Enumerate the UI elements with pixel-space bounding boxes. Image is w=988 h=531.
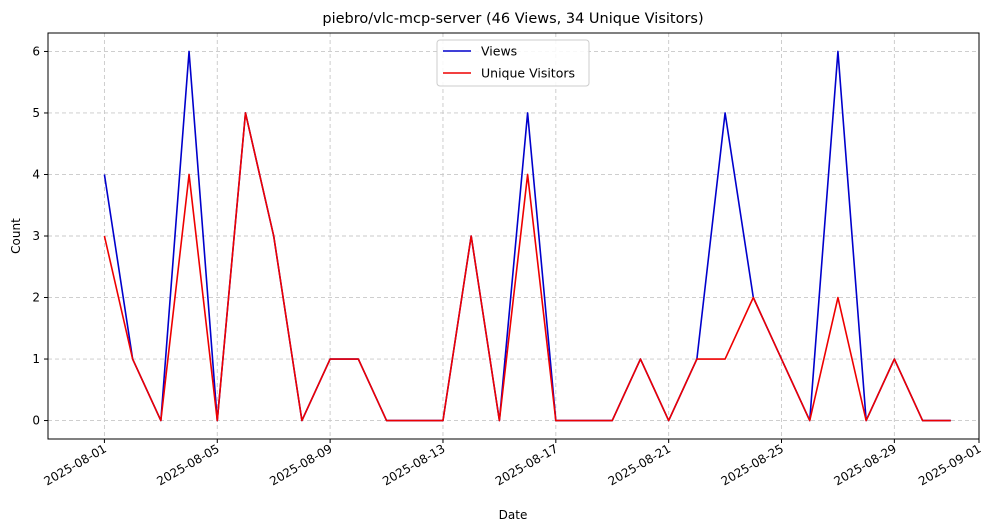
x-tick-label: 2025-08-25 [719, 441, 786, 488]
y-tick-label: 6 [32, 44, 40, 58]
y-tick-label: 3 [32, 229, 40, 243]
x-tick-label: 2025-08-05 [154, 441, 221, 488]
y-tick-label: 1 [32, 352, 40, 366]
legend: Views Unique Visitors [436, 39, 590, 87]
legend-label-views: Views [481, 44, 517, 59]
x-axis-ticks: 2025-08-01 2025-08-05 2025-08-09 2025-08-13… [42, 439, 984, 488]
x-tick-label: 2025-08-29 [831, 441, 898, 488]
series-lines [103, 50, 951, 422]
x-tick-label: 2025-08-13 [380, 441, 447, 488]
x-tick-label: 2025-09-01 [916, 441, 983, 488]
x-tick-label: 2025-08-21 [606, 441, 673, 488]
legend-label-unique-visitors: Unique Visitors [481, 66, 575, 81]
x-tick-label: 2025-08-17 [493, 441, 560, 488]
series-line-unique-visitors [103, 112, 951, 422]
x-tick-label: 2025-08-01 [42, 441, 109, 488]
grid [48, 33, 980, 439]
x-axis-label: Date [499, 508, 528, 522]
y-tick-label: 5 [32, 106, 40, 120]
y-axis-label: Count [9, 218, 23, 254]
x-tick-label: 2025-08-09 [267, 441, 334, 488]
y-axis-ticks: 0 1 2 3 4 5 6 [32, 44, 48, 428]
legend-box [436, 39, 590, 87]
chart-title: piebro/vlc-mcp-server (46 Views, 34 Uniq… [322, 11, 703, 27]
y-tick-label: 4 [32, 167, 40, 181]
y-tick-label: 0 [32, 414, 40, 428]
y-tick-label: 2 [32, 291, 40, 305]
